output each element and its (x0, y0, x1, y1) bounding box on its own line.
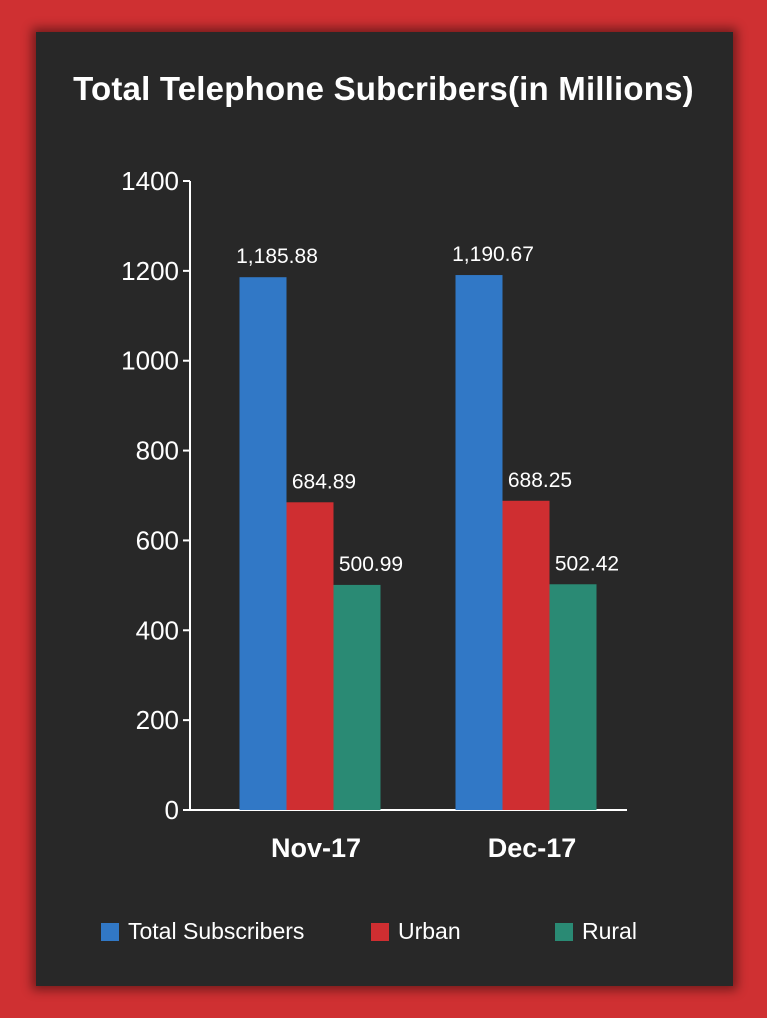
data-label: 1,190.67 (452, 243, 534, 266)
y-tick-label: 0 (165, 795, 179, 825)
data-label: 684.89 (292, 470, 356, 493)
data-label: 1,185.88 (236, 245, 318, 268)
y-tick-label: 1200 (121, 256, 179, 286)
y-tick-label: 200 (136, 705, 179, 735)
data-label: 500.99 (339, 553, 403, 576)
legend-label-urban: Urban (398, 918, 461, 944)
bar-rural-dec-17 (549, 584, 597, 810)
data-label: 502.42 (555, 552, 619, 575)
bar-urban-nov-17 (286, 502, 334, 810)
y-tick-label: 800 (136, 436, 179, 466)
y-tick-label: 1400 (121, 166, 179, 196)
legend-item-rural: Rural (555, 918, 637, 945)
y-tick-label: 1000 (121, 346, 179, 376)
x-tick-label: Nov-17 (271, 833, 361, 863)
legend-item-urban: Urban (371, 918, 461, 945)
bar-urban-dec-17 (502, 500, 550, 810)
legend-swatch-rural (555, 922, 573, 941)
legend-item-total-subscribers: Total Subscribers (101, 918, 304, 945)
x-tick-label: Dec-17 (488, 833, 577, 863)
y-tick-label: 600 (136, 525, 179, 555)
bar-total-subscribers-dec-17 (455, 275, 503, 811)
legend-swatch-total-subscribers (101, 922, 119, 941)
legend-swatch-urban (371, 922, 389, 941)
chart-title: Total Telephone Subcribers(in Millions) (73, 70, 694, 107)
y-tick-label: 400 (136, 615, 179, 645)
data-label: 688.25 (508, 469, 572, 492)
legend-label-rural: Rural (582, 918, 637, 944)
bar-rural-nov-17 (333, 584, 381, 810)
legend-label-total-subscribers: Total Subscribers (128, 918, 305, 944)
bar-total-subscribers-nov-17 (239, 277, 287, 810)
chart-panel (36, 32, 733, 986)
chart-legend: Total Subscribers Urban Rural (0, 918, 767, 948)
